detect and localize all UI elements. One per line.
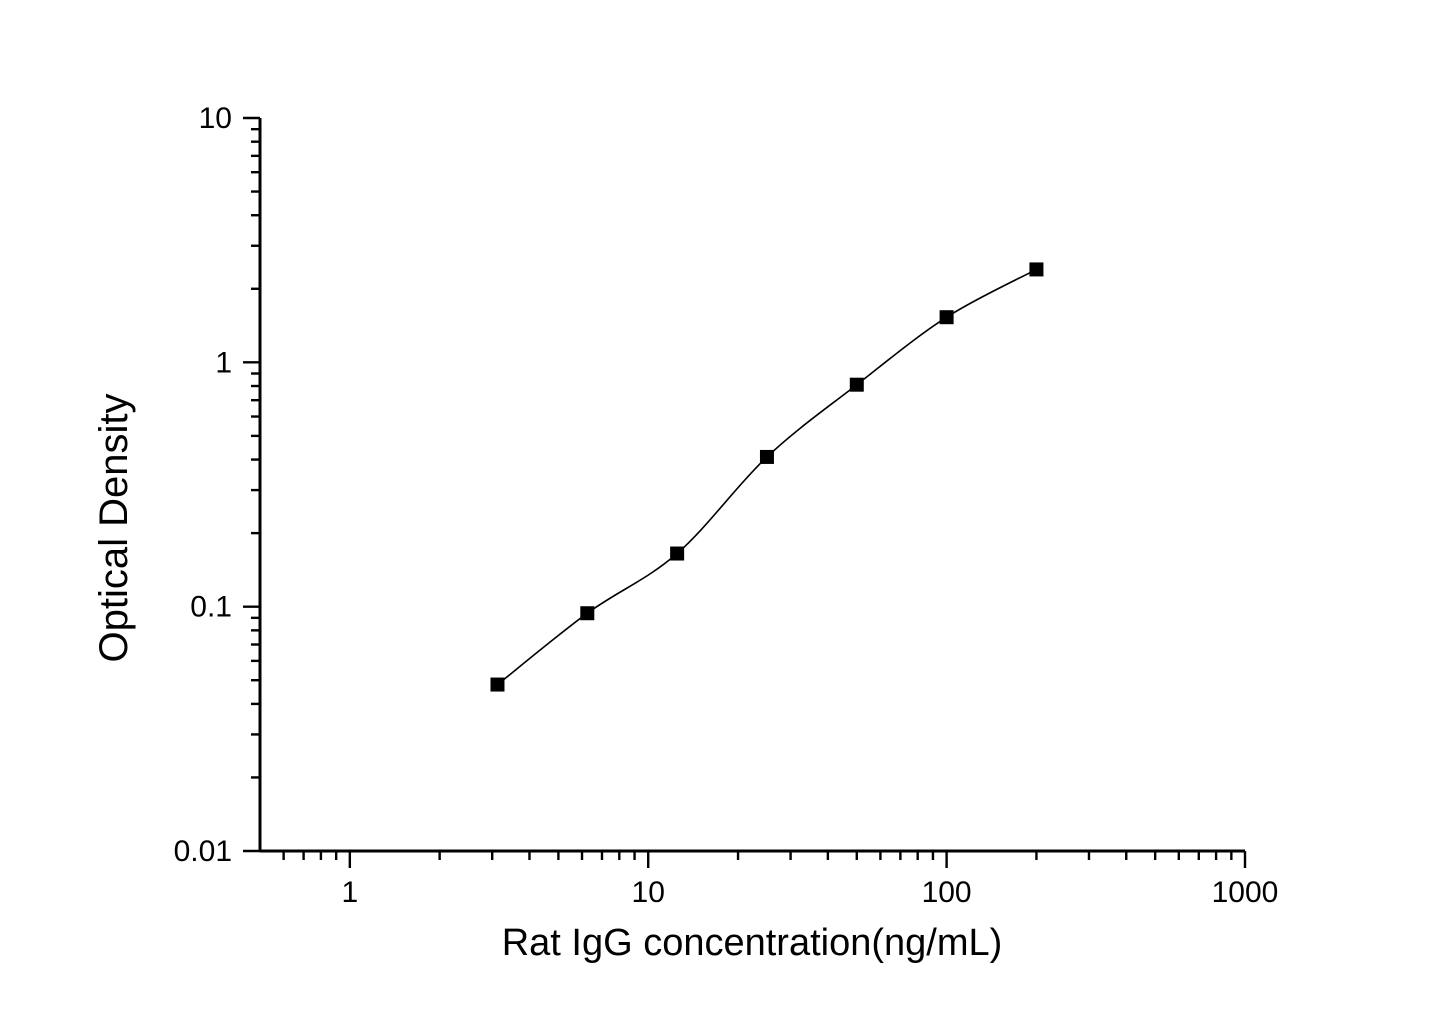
data-point-marker	[759, 449, 774, 464]
x-tick-label: 100	[922, 876, 972, 909]
standard-curve-line	[497, 268, 1037, 686]
y-axis-title: Optical Density	[92, 394, 136, 663]
y-tick-label: 1	[215, 346, 232, 379]
data-point-marker	[580, 606, 595, 621]
axes-layer	[258, 118, 1245, 853]
tick-label-layer: 1 10 100 1000 0.01 0.1 1 10	[174, 102, 1279, 909]
data-point-marker	[490, 677, 505, 692]
data-series-layer	[490, 262, 1044, 692]
data-point-marker	[939, 310, 954, 325]
x-tick-label: 1	[341, 876, 358, 909]
y-tick-label: 0.1	[190, 591, 232, 624]
data-point-marker	[1029, 262, 1044, 277]
x-tick-label: 1000	[1212, 876, 1279, 909]
data-point-marker	[849, 377, 864, 392]
data-point-marker	[670, 546, 685, 561]
y-tick-label: 10	[199, 102, 232, 135]
x-axis-title: Rat IgG concentration(ng/mL)	[502, 922, 1003, 964]
y-tick-label: 0.01	[174, 835, 232, 868]
x-tick-label: 10	[632, 876, 665, 909]
tick-layer	[243, 116, 1247, 868]
